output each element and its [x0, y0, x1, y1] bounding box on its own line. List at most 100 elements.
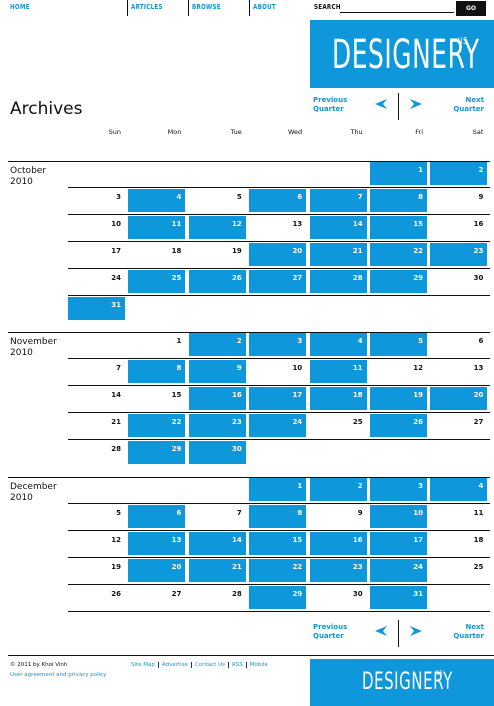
- day-cell[interactable]: 20: [249, 243, 307, 266]
- day-cell[interactable]: 17: [370, 532, 427, 555]
- day-cell[interactable]: 3: [370, 478, 427, 501]
- day-cell[interactable]: 31: [370, 586, 427, 609]
- footer-link[interactable]: Contact Us: [190, 662, 228, 668]
- day-cell[interactable]: 14: [309, 216, 367, 239]
- day-cell[interactable]: 3: [249, 333, 307, 356]
- day-cell: 12: [111, 536, 121, 544]
- day-cell[interactable]: 25: [128, 270, 186, 293]
- day-cell[interactable]: 29: [128, 441, 186, 464]
- month-year: 2010: [10, 493, 33, 503]
- policy-link[interactable]: User agreement and privacy policy: [10, 672, 107, 678]
- logo[interactable]: DESIGNERY US: [310, 20, 494, 88]
- month-name: November: [10, 337, 57, 347]
- day-cell[interactable]: 6: [249, 189, 307, 212]
- day-cell: 5: [116, 509, 121, 517]
- day-cell[interactable]: 29: [370, 270, 427, 293]
- day-cell[interactable]: 23: [309, 559, 367, 582]
- day-cell[interactable]: 26: [370, 414, 427, 437]
- day-cell[interactable]: 23: [430, 243, 488, 266]
- day-cell: 14: [111, 391, 121, 399]
- search-input[interactable]: [340, 12, 454, 13]
- day-cell[interactable]: 5: [370, 333, 427, 356]
- day-cell[interactable]: 29: [249, 586, 307, 609]
- day-cell[interactable]: 15: [249, 532, 307, 555]
- day-cell[interactable]: 26: [188, 270, 246, 293]
- day-cell[interactable]: 21: [309, 243, 367, 266]
- day-cell[interactable]: 8: [249, 505, 307, 528]
- day-cell[interactable]: 28: [309, 270, 367, 293]
- month-rule: [8, 161, 490, 162]
- next-arrow[interactable]: [410, 99, 422, 109]
- day-cell[interactable]: 24: [249, 414, 307, 437]
- day-cell[interactable]: 12: [188, 216, 246, 239]
- weekday: Mon: [167, 128, 182, 136]
- day-cell[interactable]: 6: [128, 505, 186, 528]
- day-cell[interactable]: 1: [249, 478, 307, 501]
- day-cell[interactable]: 13: [128, 532, 186, 555]
- day-cell: 13: [473, 364, 484, 372]
- prev-arrow[interactable]: [375, 626, 387, 636]
- day-cell[interactable]: 19: [370, 387, 427, 410]
- day-cell[interactable]: 2: [309, 478, 367, 501]
- day-cell[interactable]: 22: [370, 243, 427, 266]
- day-cell[interactable]: 18: [309, 387, 367, 410]
- day-cell[interactable]: 2: [188, 333, 246, 356]
- day-cell[interactable]: 27: [249, 270, 307, 293]
- search-button[interactable]: GO: [456, 1, 486, 16]
- day-cell[interactable]: 22: [128, 414, 186, 437]
- day-cell[interactable]: 15: [370, 216, 427, 239]
- day-cell[interactable]: 22: [249, 559, 307, 582]
- day-cell[interactable]: 17: [249, 387, 307, 410]
- nav-link[interactable]: ABOUT: [253, 3, 276, 11]
- day-cell[interactable]: 2: [430, 162, 488, 185]
- day-cell[interactable]: 4: [128, 189, 186, 212]
- month-year: 2010: [10, 348, 33, 358]
- day-cell[interactable]: 7: [309, 189, 367, 212]
- day-cell[interactable]: 31: [68, 297, 125, 320]
- previous-quarter[interactable]: Previous Quarter: [313, 623, 348, 640]
- logo-suffix: US: [458, 36, 468, 47]
- day-cell[interactable]: 11: [309, 360, 367, 383]
- day-cell[interactable]: 20: [128, 559, 186, 582]
- nav-divider: [127, 0, 128, 16]
- day-cell[interactable]: 1: [370, 162, 427, 185]
- nav-link[interactable]: HOME: [10, 3, 30, 11]
- footer-link[interactable]: RSS: [227, 662, 246, 668]
- footer-link[interactable]: Mobile: [245, 662, 271, 668]
- nav-link[interactable]: ARTICLES: [131, 3, 163, 11]
- day-cell[interactable]: 4: [430, 478, 488, 501]
- day-cell[interactable]: 14: [188, 532, 246, 555]
- next-arrow[interactable]: [410, 626, 422, 636]
- day-cell[interactable]: 4: [309, 333, 367, 356]
- day-cell[interactable]: 8: [370, 189, 427, 212]
- footer-logo[interactable]: DESIGNERY US: [310, 659, 494, 706]
- footer-link[interactable]: Advertise: [157, 662, 191, 668]
- day-cell[interactable]: 24: [370, 559, 427, 582]
- day-cell[interactable]: 9: [188, 360, 246, 383]
- day-cell[interactable]: 20: [430, 387, 488, 410]
- weekday: Thu: [350, 128, 363, 136]
- next-quarter[interactable]: Next Quarter: [453, 96, 484, 113]
- day-cell[interactable]: 8: [128, 360, 186, 383]
- day-cell[interactable]: 16: [309, 532, 367, 555]
- next-quarter[interactable]: Next Quarter: [453, 623, 484, 640]
- week-rule: [68, 530, 490, 531]
- nav-link[interactable]: BROWSE: [192, 3, 221, 11]
- month-rule: [8, 332, 490, 333]
- month-rule: [8, 477, 490, 478]
- logo-suffix: US: [436, 669, 444, 677]
- day-cell: 19: [111, 563, 121, 571]
- day-cell: 27: [171, 590, 182, 598]
- previous-quarter[interactable]: Previous Quarter: [313, 96, 348, 113]
- day-cell: 30: [473, 274, 484, 282]
- day-cell[interactable]: 16: [188, 387, 246, 410]
- day-cell[interactable]: 30: [188, 441, 246, 464]
- day-cell[interactable]: 11: [128, 216, 186, 239]
- day-cell[interactable]: 23: [188, 414, 246, 437]
- day-cell[interactable]: 21: [188, 559, 246, 582]
- week-rule: [68, 557, 490, 558]
- footer-link[interactable]: Site Map: [131, 662, 155, 668]
- day-cell[interactable]: 10: [370, 505, 427, 528]
- prev-arrow[interactable]: [375, 99, 387, 109]
- day-cell: 18: [473, 536, 484, 544]
